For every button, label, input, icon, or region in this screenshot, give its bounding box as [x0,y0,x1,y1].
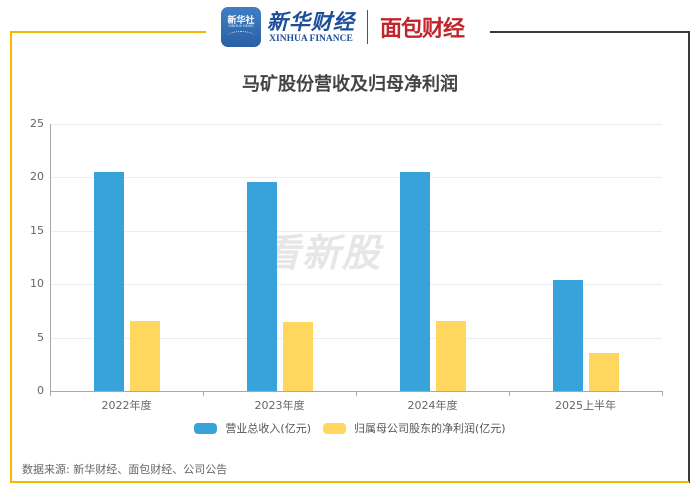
frame-border-left [10,31,12,483]
xinhua-news-logo-icon: 新华社 XINHUA NEWS [221,7,261,47]
xinhua-finance-cn: 新华财经 [267,8,355,34]
y-tick-label: 25 [30,117,44,130]
x-tick [50,391,51,396]
bar-revenue[interactable] [94,171,124,391]
gridline [50,177,662,179]
frame-border-bottom [10,481,689,483]
gridline [50,230,662,232]
bar-net-profit[interactable] [589,353,619,391]
y-tick-label: 20 [30,170,44,184]
plot-area [50,124,662,391]
chart-title: 马矿股份营收及归母净利润 [242,74,458,95]
gridline [50,284,662,286]
frame-border-top-right [490,31,690,33]
x-tick [509,391,510,396]
x-tick [203,391,204,396]
legend-label-net-profit: 归属母公司股东的净利润(亿元) [354,422,506,435]
x-tick [356,391,357,396]
xinhua-finance-en: XINHUA FINANCE [269,33,353,44]
legend-item-net-profit[interactable]: 归属母公司股东的净利润(亿元) [323,420,506,436]
xinhua-badge-text: 新华社 [227,16,255,26]
y-axis-line [50,124,51,392]
x-tick-label: 2024年度 [407,399,458,412]
legend-swatch-revenue [194,422,218,434]
x-tick-label: 2025上半年 [555,399,616,412]
bar-revenue[interactable] [247,181,277,391]
legend: 营业总收入(亿元) 归属母公司股东的净利润(亿元) [0,420,700,436]
y-tick-label: 0 [37,384,44,397]
data-source-note: 数据来源: 新华财经、面包财经、公司公告 [22,463,228,476]
network-dots-icon [227,31,255,42]
frame-border-top-left [10,31,206,33]
logo-divider [367,10,368,44]
y-tick-label: 10 [30,277,44,291]
x-tick-label: 2023年度 [254,399,305,412]
y-tick-label: 5 [37,330,44,344]
legend-label-revenue: 营业总收入(亿元) [225,422,311,435]
bar-net-profit[interactable] [283,322,313,391]
mianbao-finance-logo: 面包财经 [380,17,465,42]
y-tick-label: 15 [30,223,44,237]
legend-item-revenue[interactable]: 营业总收入(亿元) [194,420,311,436]
legend-swatch-net-profit [323,422,346,434]
bar-revenue[interactable] [553,279,583,391]
x-tick-label: 2022年度 [101,399,152,412]
x-tick [662,391,663,396]
xinhua-badge-subtext: XINHUA NEWS [228,24,254,28]
watermark: 看新股 [262,231,383,275]
bar-net-profit[interactable] [130,321,160,391]
frame-border-right [688,31,690,483]
xinhua-finance-logo: 新华财经 XINHUA FINANCE [267,8,355,45]
header-logos: 新华社 XINHUA NEWS 新华财经 XINHUA FINANCE 面包财经 [213,5,488,49]
gridline [50,337,662,339]
bar-net-profit[interactable] [436,320,466,391]
gridline [50,124,662,125]
bar-revenue[interactable] [400,172,430,391]
